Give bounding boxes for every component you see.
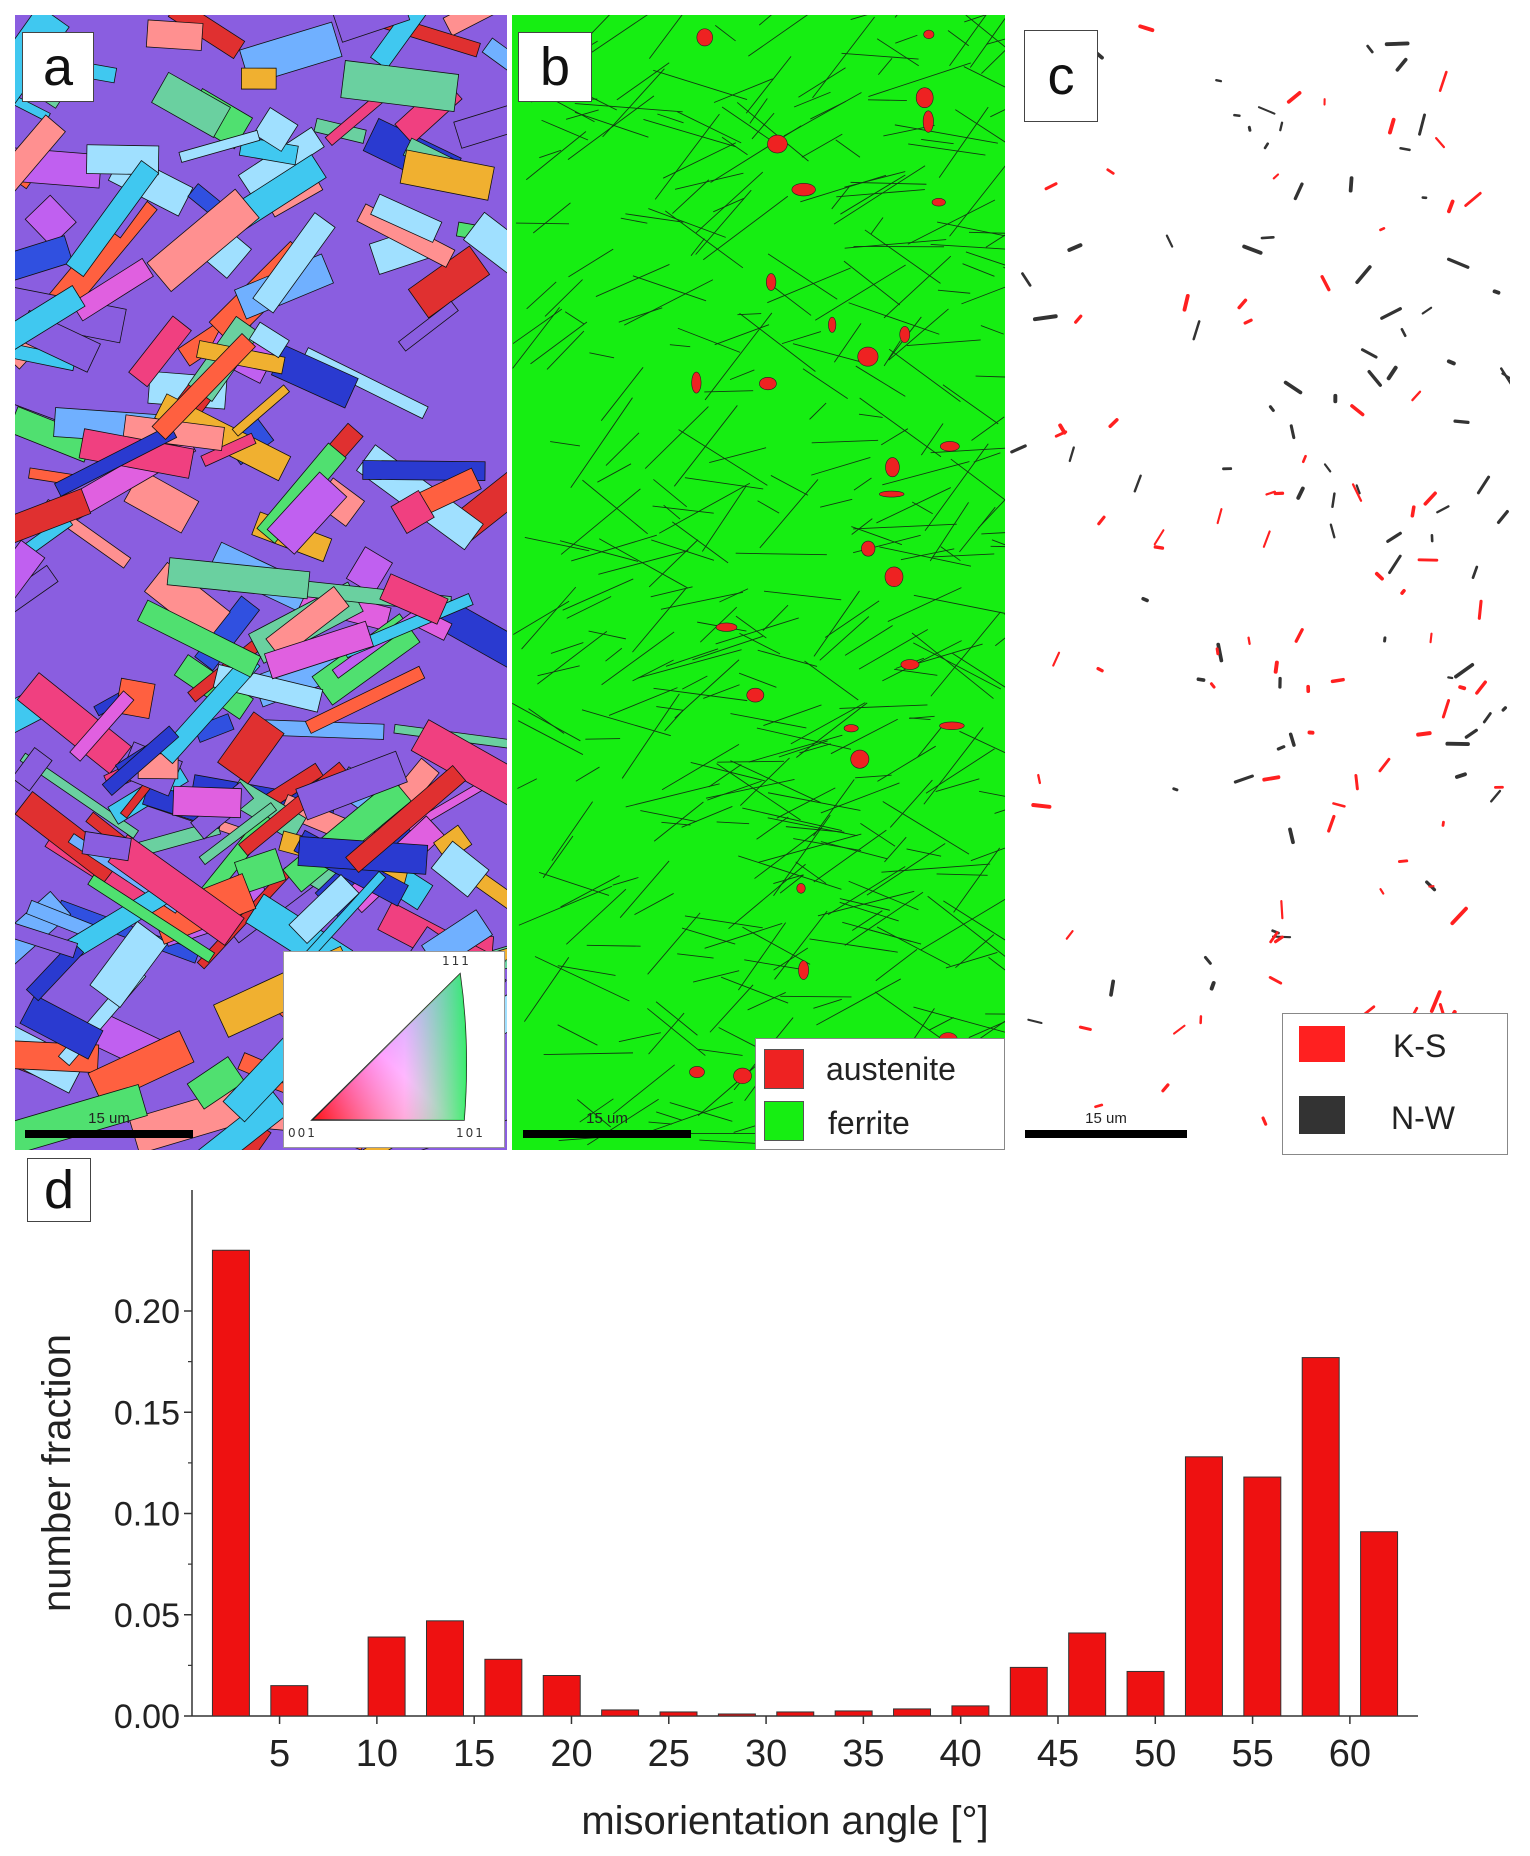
histogram-bar bbox=[425, 1620, 464, 1717]
legend-swatch-ferrite bbox=[764, 1101, 804, 1141]
panel-label-d: d bbox=[27, 1158, 91, 1222]
ipf-key-101: 101 bbox=[456, 1126, 485, 1140]
histogram-bar bbox=[367, 1636, 406, 1717]
x-tick-label: 30 bbox=[745, 1733, 787, 1775]
orientation-relationship-map bbox=[1010, 15, 1510, 1150]
histogram-bar bbox=[1126, 1670, 1165, 1717]
phase-legend: austenite ferrite bbox=[755, 1038, 1005, 1150]
x-tick-label: 35 bbox=[842, 1733, 884, 1775]
phase-map bbox=[512, 15, 1005, 1150]
x-tick-label: 45 bbox=[1037, 1733, 1079, 1775]
histogram-bar bbox=[601, 1709, 640, 1717]
ipf-color-key: 111 001 101 bbox=[283, 951, 505, 1148]
x-tick-label: 60 bbox=[1329, 1733, 1371, 1775]
legend-swatch-ks bbox=[1299, 1026, 1345, 1062]
histogram-bar bbox=[1301, 1357, 1340, 1717]
histogram-bar bbox=[1184, 1456, 1223, 1717]
x-tick-label: 20 bbox=[550, 1733, 592, 1775]
scale-bar-a: 15 um bbox=[25, 1110, 193, 1138]
ipf-key-111: 111 bbox=[442, 954, 471, 968]
y-tick-label: 0.15 bbox=[114, 1394, 180, 1432]
x-tick-label: 10 bbox=[356, 1733, 398, 1775]
scale-bar-label: 15 um bbox=[586, 1110, 628, 1127]
histogram-bar bbox=[1243, 1476, 1282, 1717]
y-tick-label: 0.05 bbox=[114, 1597, 180, 1635]
histogram-bar bbox=[484, 1658, 523, 1717]
scale-bar-label: 15 um bbox=[88, 1110, 130, 1127]
y-tick-label: 0.10 bbox=[114, 1496, 180, 1534]
histogram-bar bbox=[1009, 1666, 1048, 1717]
x-tick-label: 55 bbox=[1231, 1733, 1273, 1775]
x-tick-label: 40 bbox=[940, 1733, 982, 1775]
scale-bar-b: 15 um bbox=[523, 1110, 691, 1138]
x-tick-label: 25 bbox=[648, 1733, 690, 1775]
misorientation-histogram: 0.00 0.05 0.10 0.15 0.20 5 10 15 20 25 30 35 40 45 50 5… bbox=[35, 1190, 1418, 1843]
legend-label-nw: N-W bbox=[1391, 1100, 1455, 1136]
x-tick-label: 15 bbox=[453, 1733, 495, 1775]
histogram-bar bbox=[893, 1708, 932, 1717]
x-axis-label: misorientation angle [°] bbox=[581, 1799, 988, 1843]
or-legend: K-S N-W bbox=[1282, 1013, 1508, 1155]
y-tick-label: 0.00 bbox=[114, 1698, 180, 1736]
histogram-bar bbox=[717, 1713, 756, 1717]
ipf-key-001: 001 bbox=[288, 1126, 317, 1140]
x-tick-label: 50 bbox=[1134, 1733, 1176, 1775]
histogram-bar bbox=[659, 1711, 698, 1717]
histogram-bar bbox=[1360, 1531, 1399, 1717]
legend-label-ferrite: ferrite bbox=[828, 1105, 910, 1141]
histogram-bar bbox=[951, 1705, 990, 1717]
legend-label-austenite: austenite bbox=[826, 1051, 956, 1087]
histogram-bar bbox=[270, 1685, 309, 1717]
histogram-bar bbox=[542, 1675, 581, 1717]
x-tick-label: 5 bbox=[269, 1733, 290, 1775]
scale-bar-label: 15 um bbox=[1085, 1110, 1127, 1127]
legend-label-ks: K-S bbox=[1393, 1028, 1447, 1064]
histogram-bar bbox=[1068, 1632, 1107, 1717]
legend-swatch-austenite bbox=[764, 1049, 804, 1089]
y-axis-label: number fraction bbox=[35, 1334, 79, 1612]
scale-bar-c: 15 um bbox=[1025, 1110, 1187, 1138]
legend-swatch-nw bbox=[1299, 1096, 1345, 1134]
panel-label-c: c bbox=[1024, 30, 1098, 122]
panel-label-a: a bbox=[22, 32, 94, 102]
histogram-bar bbox=[211, 1249, 250, 1717]
y-tick-label: 0.20 bbox=[114, 1293, 180, 1331]
or-boundary-segments bbox=[1010, 24, 1510, 1142]
phase-grain-boundaries bbox=[512, 15, 1005, 1146]
panel-label-b: b bbox=[518, 32, 592, 102]
histogram-bar bbox=[834, 1710, 873, 1717]
histogram-bar bbox=[776, 1711, 815, 1717]
